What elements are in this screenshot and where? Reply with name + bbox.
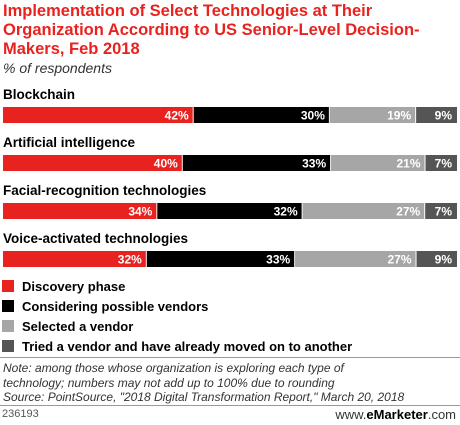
bar-segment [425,155,457,171]
legend-swatch [2,280,14,292]
data-label: 9% [435,109,453,123]
brand-logo: www.eMarketer.com [335,407,456,422]
bar-segment [416,107,457,123]
note-line: technology; numbers may not add up to 10… [3,375,335,390]
legend-label: Considering possible vendors [22,298,209,314]
segment-divider [415,251,417,267]
segment-divider [424,203,426,219]
bar-segment [416,251,457,267]
chart-subtitle: % of respondents [3,60,112,76]
segment-divider [424,155,426,171]
bar-segment [3,107,194,123]
data-label: 42% [165,109,189,123]
legend-swatch [2,300,14,312]
bar-segment [182,155,332,171]
data-label: 33% [266,253,290,267]
segment-divider [328,107,330,123]
data-label: 27% [396,205,420,219]
data-label: 34% [128,205,152,219]
legend-label: Discovery phase [22,278,126,294]
stacked-bar-chart: Blockchain 42% 30% 19% 9% Artificial intellig… [3,87,457,267]
data-label: 40% [154,157,178,171]
legend-swatch [2,320,14,332]
data-label: 33% [302,157,326,171]
legend-item: Tried a vendor and have already moved on… [2,336,352,356]
segment-divider [145,251,147,267]
bar-segment [157,203,303,219]
data-label: 30% [301,109,325,123]
data-label: 21% [397,157,421,171]
segment-divider [415,107,417,123]
divider-top [0,357,460,358]
bar-segment [425,203,457,219]
data-label: 9% [435,253,453,267]
data-label: 7% [435,157,453,171]
brand-suffix: .com [427,407,456,422]
note-line: Note: among those whose organization is … [3,361,344,375]
bar-segment [331,155,426,171]
segment-divider [156,203,158,219]
bar-segment [3,155,183,171]
data-label: 19% [387,109,411,123]
category-label: Facial-recognition technologies [3,183,206,198]
brand-name: eMarketer [366,407,428,422]
legend-label: Tried a vendor and have already moved on… [22,338,353,354]
bar-segment [329,107,417,123]
data-label: 7% [435,205,453,219]
chart-id: 236193 [2,408,39,420]
segment-divider [181,155,183,171]
bar-segment [3,203,158,219]
category-label: Artificial intelligence [3,135,136,150]
source-line: Source: PointSource, "2018 Digital Trans… [3,390,405,404]
legend-label: Selected a vendor [22,318,134,334]
data-label: 32% [118,253,142,267]
bar-segment [146,251,296,267]
segment-divider [294,251,296,267]
bar-segment [302,203,426,219]
bar-segment [193,107,330,123]
data-label: 32% [274,205,298,219]
segment-divider [301,203,303,219]
brand-prefix: www. [335,407,367,422]
chart-title: Implementation of Select Technologies at… [3,2,420,58]
legend-item: Selected a vendor [2,316,352,336]
segment-divider [330,155,332,171]
chart-legend: Discovery phase Considering possible vend… [2,276,352,356]
legend-swatch [2,340,14,352]
legend-item: Discovery phase [2,276,352,296]
category-label: Voice-activated technologies [3,231,188,246]
divider-bottom [0,405,460,406]
chart-note: Note: among those whose organization is … [3,361,458,405]
data-label: 27% [388,253,412,267]
bar-segment [3,251,147,267]
legend-item: Considering possible vendors [2,296,352,316]
segment-divider [192,107,194,123]
category-label: Blockchain [3,87,75,102]
bar-segment [295,251,417,267]
